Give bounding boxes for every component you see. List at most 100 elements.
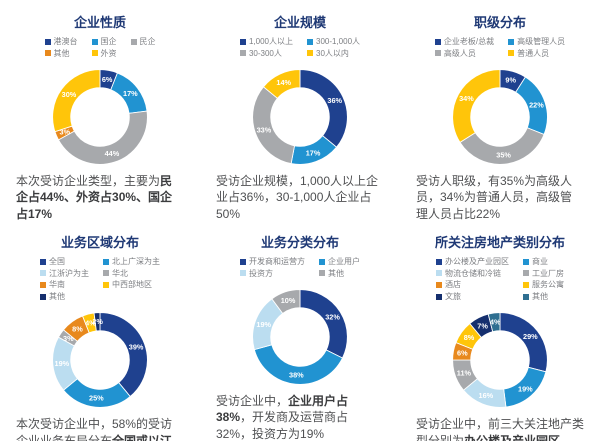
segment-label: 8% [464, 333, 475, 342]
chart-description: 受访企业规模，1,000人以上企业占36%，30-1,000人企业占50% [206, 173, 394, 222]
legend-swatch [434, 38, 441, 45]
legend-item: 高级人员 [434, 49, 476, 59]
donut-chart: 39% 25% 19% 3%8%4%2% [52, 312, 148, 409]
chart-cell-real-estate-category: 所关注房地产类别分布 办公楼及产业园区 商业 物流仓储和冷链 工业厂房 酒店 服务公寓 文旅… [400, 220, 600, 441]
chart-description: 受访企业中，企业用户占38%，开发商及运营商占32%，投资方为19% [206, 393, 394, 441]
donut-segment [93, 312, 101, 332]
legend-swatch [103, 270, 109, 277]
legend-item: 华北 [103, 269, 128, 279]
legend-label: 商业 [532, 257, 548, 266]
segment-label: 6% [102, 75, 113, 84]
segment-label: 25% [89, 394, 104, 403]
legend-item: 30人以内 [307, 49, 349, 59]
description-text: 企业用户占38% [216, 394, 349, 425]
segment-label: 17% [123, 89, 138, 98]
legend-swatch [40, 293, 46, 300]
legend-item: 其他 [319, 269, 344, 279]
legend-label: 开发商和运营方 [249, 257, 305, 266]
legend-label: 物流仓储和冷链 [445, 268, 501, 278]
legend-label: 华南 [49, 280, 65, 290]
chart-title: 业务区域分布 [60, 235, 139, 250]
legend-item: 开发商和运营方 [240, 257, 305, 267]
legend-label: 文旅 [445, 291, 461, 301]
chart-legend: 1,000人以上 300-1,000人 30-300人 30人以内 [239, 37, 360, 59]
legend-label: 全国 [49, 257, 65, 266]
chart-cell-business-category: 业务分类分布 开发商和运营方 企业用户 投资方 其他 32% 38% 19% 10% 受访企… [200, 220, 400, 441]
legend-label: 江浙沪为主 [49, 268, 89, 278]
chart-legend: 开发商和运营方 企业用户投资方 其他 [240, 257, 360, 278]
segment-label: 19% [518, 385, 533, 394]
legend-swatch [319, 258, 325, 265]
legend-swatch [40, 258, 46, 265]
donut-segment [57, 110, 148, 166]
legend-item: 物流仓储和冷链 [436, 269, 501, 279]
segment-label: 19% [55, 359, 70, 368]
legend-item: 投资方 [240, 269, 273, 279]
legend-item: 华南 [40, 280, 65, 290]
donut-segment [99, 312, 148, 398]
legend-item: 酒店 [436, 280, 461, 290]
donut-chart: 36% 17% 33% 14% [252, 69, 348, 165]
legend-swatch [103, 258, 109, 265]
legend-label: 企业老板/总裁 [443, 37, 495, 46]
legend-item: 1,000人以上 [239, 37, 293, 47]
description-text: 受访企业中， [216, 394, 289, 409]
legend-label: 外资 [100, 48, 117, 58]
description-text: 受访人职级，有35%为高级人员，34%为普通人员，高级管理人员占比22% [416, 174, 573, 221]
description-text: 本次受访企业类型，主要为 [16, 174, 161, 189]
segment-label: 3% [60, 128, 71, 137]
chart-cell-job-level: 职级分布 企业老板/总裁 高级管理人员 高级人员 普通人员 9% 22% 35% 34% 受… [400, 0, 600, 221]
segment-label: 19% [256, 320, 271, 329]
donut-chart: 6% 17% 44% 3% 30% [52, 69, 148, 166]
legend-item: 外资 [91, 48, 117, 59]
chart-title: 企业性质 [73, 15, 126, 30]
donut-segment [452, 69, 501, 144]
legend-label: 1,000人以上 [248, 37, 293, 46]
legend-swatch [436, 281, 442, 288]
donut-segment [52, 69, 101, 133]
segment-label: 35% [496, 151, 511, 160]
legend-label: 30人以内 [316, 48, 349, 58]
legend-label: 30-300人 [248, 48, 282, 58]
legend-swatch [239, 38, 246, 45]
legend-item: 普通人员 [508, 49, 549, 59]
legend-swatch [523, 293, 529, 300]
legend-item: 高级管理人员 [508, 37, 565, 47]
chart-cell-enterprise-nature: 企业性质 港澳台 国企 民企 其他 外资 6% 17% 44% 3% 30% 本次受访企业类型，… [0, 0, 200, 221]
legend-label: 国企 [100, 37, 117, 46]
segment-label: 38% [289, 371, 304, 380]
legend-item: 企业用户 [319, 257, 360, 267]
legend-label: 普通人员 [517, 48, 550, 58]
legend-swatch [436, 270, 442, 277]
legend-swatch [436, 258, 442, 265]
legend-item: 服务公寓 [523, 280, 564, 290]
legend-item: 30-300人 [239, 48, 282, 59]
legend-item: 其他 [44, 49, 70, 59]
segment-label: 17% [306, 149, 321, 158]
donut-segment [299, 69, 348, 148]
segment-label: 7% [477, 322, 488, 331]
segment-label: 29% [523, 332, 538, 341]
legend-item: 江浙沪为主 [40, 269, 89, 279]
segment-label: 14% [276, 78, 291, 87]
segment-label: 30% [62, 90, 77, 99]
chart-title: 职级分布 [473, 15, 526, 30]
donut-segment [499, 312, 548, 373]
legend-label: 民企 [139, 37, 156, 46]
chart-cell-enterprise-scale: 企业规模 1,000人以上 300-1,000人 30-300人 30人以内 36% 1… [200, 0, 400, 222]
segment-label: 34% [459, 94, 474, 103]
legend-label: 港澳台 [53, 37, 78, 46]
legend-swatch [40, 281, 46, 288]
legend-item: 企业老板/总裁 [434, 37, 495, 47]
segment-label: 33% [257, 126, 272, 135]
legend-swatch [434, 50, 441, 57]
legend-label: 高级管理人员 [517, 37, 566, 46]
donut-chart: 9% 22% 35% 34% [452, 69, 548, 165]
legend-swatch [44, 38, 51, 45]
legend-swatch [523, 281, 529, 288]
donut-segment [299, 289, 348, 359]
legend-item: 中西部地区 [103, 280, 152, 290]
legend-swatch [91, 38, 98, 45]
legend-swatch [307, 50, 313, 57]
